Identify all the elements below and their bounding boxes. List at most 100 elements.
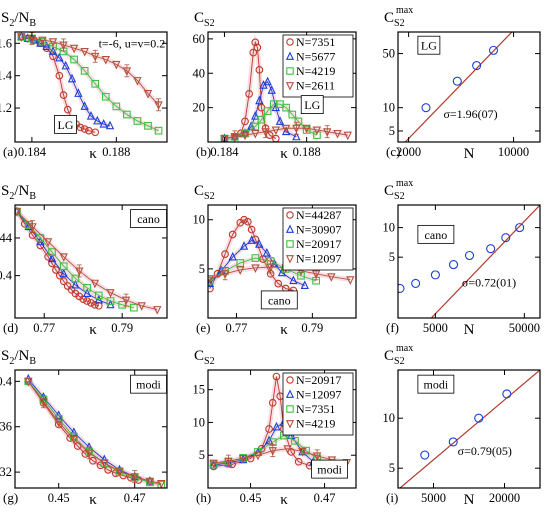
circle-marker [89, 456, 97, 465]
legend-entry: N=30907 [296, 223, 341, 237]
y-axis-label: CS2 [194, 10, 215, 29]
triangle-down-marker [38, 36, 47, 46]
triangle-down-marker [54, 418, 63, 428]
x-tick-label: 0.184 [18, 145, 47, 159]
x-axis-label: κ [89, 492, 97, 508]
square-marker [297, 271, 305, 280]
triangle-down-marker [48, 38, 58, 47]
plot-area [15, 206, 162, 315]
series-line [21, 36, 159, 132]
x-tick-label: 0.45 [48, 491, 70, 505]
y-tick-label: 10 [383, 221, 396, 235]
square-marker [91, 79, 100, 88]
legend-entry: N=12097 [296, 388, 341, 402]
triangle-up-marker [67, 73, 77, 83]
box-label-text: cano [268, 293, 291, 307]
box-label-text: modi [317, 463, 342, 477]
y-tick-label: 10 [383, 101, 396, 115]
panel-label: (b) [196, 144, 211, 159]
circle-marker [294, 457, 303, 466]
legend-box [282, 372, 354, 436]
box-label-frame [300, 95, 324, 114]
circle-marker [268, 398, 277, 407]
square-marker [263, 107, 272, 115]
box-label: modi [130, 374, 167, 394]
triangle-down-marker [240, 131, 250, 141]
box-label-text: LG [304, 98, 320, 112]
box-label: LG [300, 95, 324, 114]
triangle-down-marker [333, 129, 342, 139]
plot-area [220, 33, 352, 142]
triangle-down-marker [143, 90, 153, 99]
plot-area [24, 373, 166, 488]
box-label-text: modi [424, 378, 449, 392]
data-point [474, 413, 484, 423]
box-label-frame [130, 209, 167, 228]
data-point [411, 278, 421, 288]
triangle-down-marker [91, 52, 100, 62]
circle-marker [80, 125, 89, 133]
triangle-down-marker [312, 452, 322, 462]
x-axis-label: N [464, 322, 475, 338]
square-marker [24, 220, 33, 229]
y-tick-label: 5 [389, 461, 395, 475]
circle-marker [55, 71, 64, 80]
triangle-up-marker [275, 116, 285, 125]
axes-frame [207, 31, 357, 143]
triangle-up-marker [255, 239, 264, 248]
triangle-down-marker [238, 455, 248, 464]
panel-d: 0.77 0.79 0.4 0.44 cano S2/NB κ (d) [0, 183, 168, 338]
triangle-up-marker [263, 76, 272, 86]
triangle-up-marker [105, 120, 115, 130]
square-marker [288, 110, 297, 119]
square-marker [286, 67, 294, 75]
square-marker [83, 284, 91, 292]
x-tick-label: 0.47 [124, 491, 146, 505]
square-marker [112, 102, 121, 111]
y-axis-label: CS2 [384, 348, 405, 367]
triangle-up-marker [281, 126, 291, 136]
triangle-down-marker [220, 135, 229, 142]
axes-frame [397, 204, 541, 319]
triangle-down-marker [122, 67, 132, 76]
triangle-down-marker [268, 447, 277, 456]
data-point [421, 103, 431, 113]
y-tick-label: 10 [383, 411, 396, 425]
triangle-down-marker [133, 77, 142, 86]
square-marker [48, 248, 56, 256]
series-line [209, 257, 317, 282]
triangle-up-marker [59, 268, 68, 278]
series-line [27, 378, 151, 482]
triangle-down-marker [220, 270, 230, 279]
circle-marker [243, 217, 252, 226]
circle-marker [241, 117, 249, 126]
triangle-down-marker [69, 435, 79, 445]
panel-b: 0.184 0.188 20 40 60 N=7351N=5677N=4219N=2611… [193, 10, 357, 162]
x-tick-label: 10000 [498, 145, 529, 159]
x-tick-label: 0.47 [314, 491, 336, 505]
fit-line [404, 32, 513, 142]
circle-marker [249, 48, 258, 57]
box-label: cano [130, 209, 167, 228]
square-marker [144, 121, 152, 130]
triangle-up-marker [47, 253, 57, 263]
series-line [209, 239, 305, 286]
axes-frame [14, 204, 168, 319]
annotation: t=-6, u=v=0.2 [99, 36, 166, 50]
triangle-down-marker [285, 420, 295, 429]
triangle-down-marker [266, 263, 275, 273]
circle-marker [63, 105, 72, 114]
square-marker [286, 240, 294, 248]
triangle-down-marker [80, 47, 89, 57]
triangle-down-marker [59, 41, 68, 51]
square-marker [123, 110, 131, 119]
circle-marker [83, 297, 91, 305]
plot-area [398, 205, 540, 318]
axes-frame [397, 369, 541, 489]
triangle-down-marker [69, 44, 79, 54]
box-label: LG [54, 115, 77, 134]
box-label-text: cano [425, 228, 448, 242]
square-marker [236, 259, 245, 267]
series-guide [26, 379, 162, 486]
panel-g: 0.45 0.47 0.32 0.36 0.4 modi S2/NB κ (g) [0, 348, 168, 508]
